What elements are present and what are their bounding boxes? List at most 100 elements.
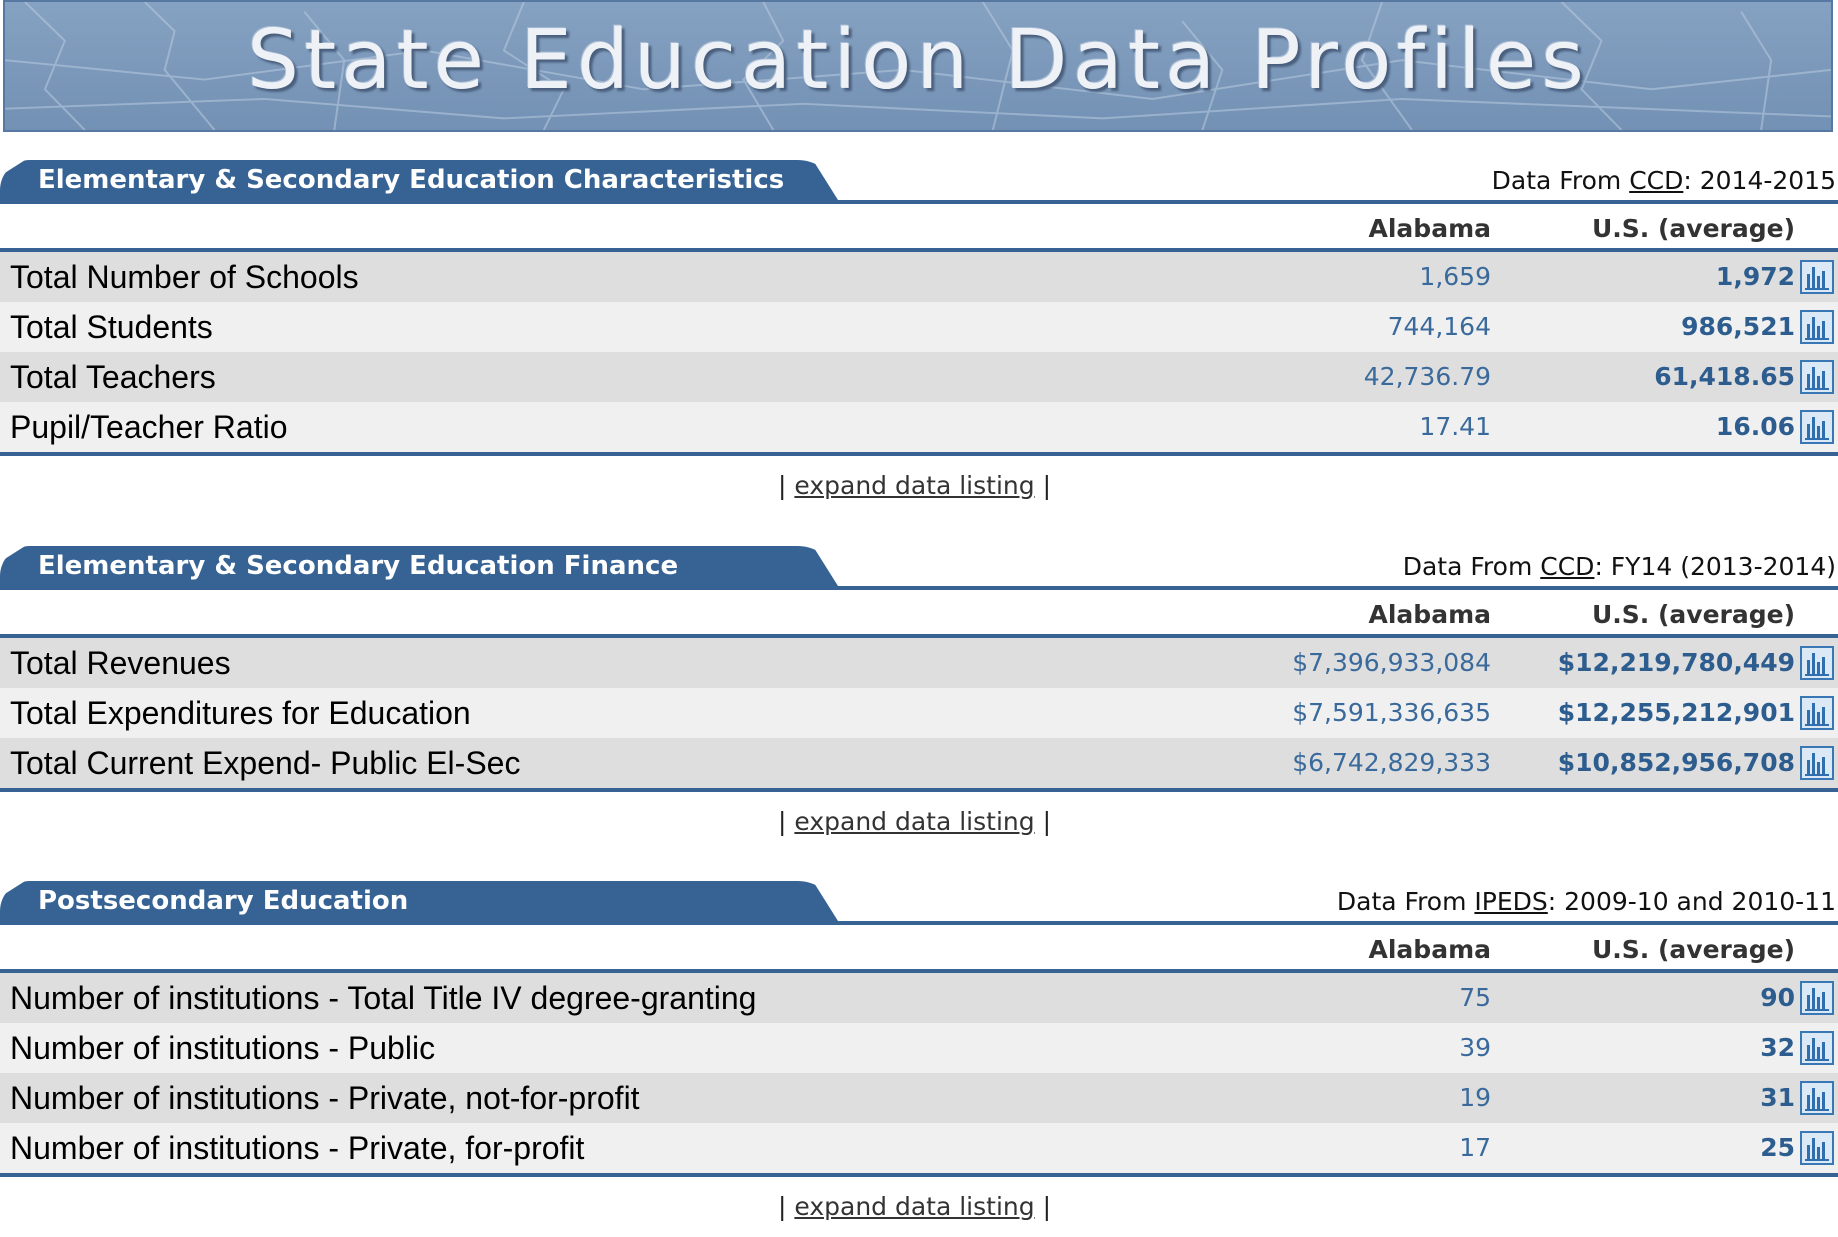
row-label: Number of institutions - Private, not-fo… [10,1080,640,1116]
section-rule [0,200,1838,204]
row-label: Number of institutions - Total Title IV … [10,980,757,1016]
us-value: $12,255,212,901 [1557,698,1795,727]
col-state: Alabama [1368,600,1491,629]
bar-chart-icon[interactable] [1800,360,1834,394]
us-value: 16.06 [1715,412,1795,441]
row-label: Total Expenditures for Education [10,695,471,731]
row-label: Total Students [10,309,213,345]
us-value: 986,521 [1681,312,1795,341]
data-from-label: Data From [1491,166,1622,195]
us-value: 32 [1760,1033,1795,1062]
row-label: Pupil/Teacher Ratio [10,409,288,445]
section-tab [0,881,838,921]
pipe: | [778,1192,787,1221]
table-row: Number of institutions - Public 39 32 [0,1023,1838,1073]
table-row: Total Students 744,164 986,521 [0,302,1838,352]
section-finance: Elementary & Secondary Education Finance… [0,546,1838,852]
col-state: Alabama [1368,214,1491,243]
source-period: : 2014-2015 [1683,166,1836,195]
section-postsecondary: Postsecondary Education Data From IPEDS:… [0,881,1838,1237]
row-label: Total Current Expend- Public El-Sec [10,745,521,781]
bar-chart-icon[interactable] [1800,260,1834,294]
state-value: 17 [1459,1133,1491,1162]
bar-chart-icon[interactable] [1800,410,1834,444]
section-bottom-rule [0,1173,1838,1177]
table-row: Number of institutions - Total Title IV … [0,973,1838,1023]
state-value: 75 [1459,983,1491,1012]
banner-texture [5,2,1831,130]
section-header: Postsecondary Education Data From IPEDS:… [0,881,1838,931]
page-banner: State Education Data Profiles [3,0,1833,132]
section-bottom-rule [0,788,1838,792]
source-link-ccd[interactable]: CCD [1629,166,1684,195]
state-value: $7,396,933,084 [1292,648,1491,677]
pipe: | [778,471,787,500]
section-title: Elementary & Secondary Education Finance [38,551,679,581]
row-label: Total Number of Schools [10,259,359,295]
expand-data-listing-link[interactable]: expand data listing [794,471,1035,500]
table-row: Total Current Expend- Public El-Sec $6,7… [0,738,1838,788]
table-row: Total Expenditures for Education $7,591,… [0,688,1838,738]
us-value: 25 [1760,1133,1795,1162]
us-value: $12,219,780,449 [1557,648,1795,677]
bar-chart-icon[interactable] [1800,1081,1834,1115]
state-value: 39 [1459,1033,1491,1062]
source-period: : 2009-10 and 2010-11 [1547,887,1836,916]
row-label: Total Revenues [10,645,231,681]
bar-chart-icon[interactable] [1800,1031,1834,1065]
header-rule [0,634,1838,638]
state-value: 42,736.79 [1363,362,1491,391]
source-period: : FY14 (2013-2014) [1594,552,1836,581]
state-value: $6,742,829,333 [1292,748,1491,777]
data-source: Data From CCD: FY14 (2013-2014) [1403,550,1836,584]
expand-data-listing-link[interactable]: expand data listing [794,1192,1035,1221]
col-us-average: U.S. (average) [1591,600,1795,629]
section-header: Elementary & Secondary Education Finance… [0,546,1838,596]
state-value: 19 [1459,1083,1491,1112]
pipe: | [1042,1192,1052,1221]
data-source: Data From IPEDS: 2009-10 and 2010-11 [1337,885,1836,919]
expand-row: | expand data listing | [0,456,1838,516]
table-row: Pupil/Teacher Ratio 17.41 16.06 [0,402,1838,452]
col-us-average: U.S. (average) [1591,214,1795,243]
us-value: 1,972 [1715,262,1795,291]
expand-row: | expand data listing | [0,792,1838,852]
source-link-ipeds[interactable]: IPEDS [1474,887,1548,916]
table-row: Number of institutions - Private, for-pr… [0,1123,1838,1173]
us-value: 31 [1760,1083,1795,1112]
header-rule [0,248,1838,252]
source-link-ccd[interactable]: CCD [1540,552,1595,581]
table-row: Total Revenues $7,396,933,084 $12,219,78… [0,638,1838,688]
section-bottom-rule [0,452,1838,456]
section-tab [0,160,838,200]
section-rule [0,921,1838,925]
bar-chart-icon[interactable] [1800,1131,1834,1165]
section-characteristics: Elementary & Secondary Education Charact… [0,160,1838,516]
bar-chart-icon[interactable] [1800,310,1834,344]
state-value: 744,164 [1387,312,1491,341]
us-value: 61,418.65 [1654,362,1795,391]
pipe: | [1042,471,1052,500]
pipe: | [778,807,787,836]
us-value: $10,852,956,708 [1557,748,1795,777]
expand-data-listing-link[interactable]: expand data listing [794,807,1035,836]
row-label: Number of institutions - Public [10,1030,436,1066]
bar-chart-icon[interactable] [1800,746,1834,780]
header-rule [0,969,1838,973]
section-title: Elementary & Secondary Education Charact… [38,165,785,195]
column-header: Alabama U.S. (average) [0,931,1838,969]
data-source: Data From CCD: 2014-2015 [1492,164,1836,198]
column-header: Alabama U.S. (average) [0,596,1838,634]
data-from-label: Data From [1402,552,1533,581]
expand-row: | expand data listing | [0,1177,1838,1237]
bar-chart-icon[interactable] [1800,696,1834,730]
section-header: Elementary & Secondary Education Charact… [0,160,1838,210]
bar-chart-icon[interactable] [1800,981,1834,1015]
col-us-average: U.S. (average) [1591,935,1795,964]
state-value: 17.41 [1419,412,1491,441]
section-title: Postsecondary Education [38,886,409,916]
col-state: Alabama [1368,935,1491,964]
bar-chart-icon[interactable] [1800,646,1834,680]
pipe: | [1042,807,1052,836]
us-value: 90 [1760,983,1795,1012]
